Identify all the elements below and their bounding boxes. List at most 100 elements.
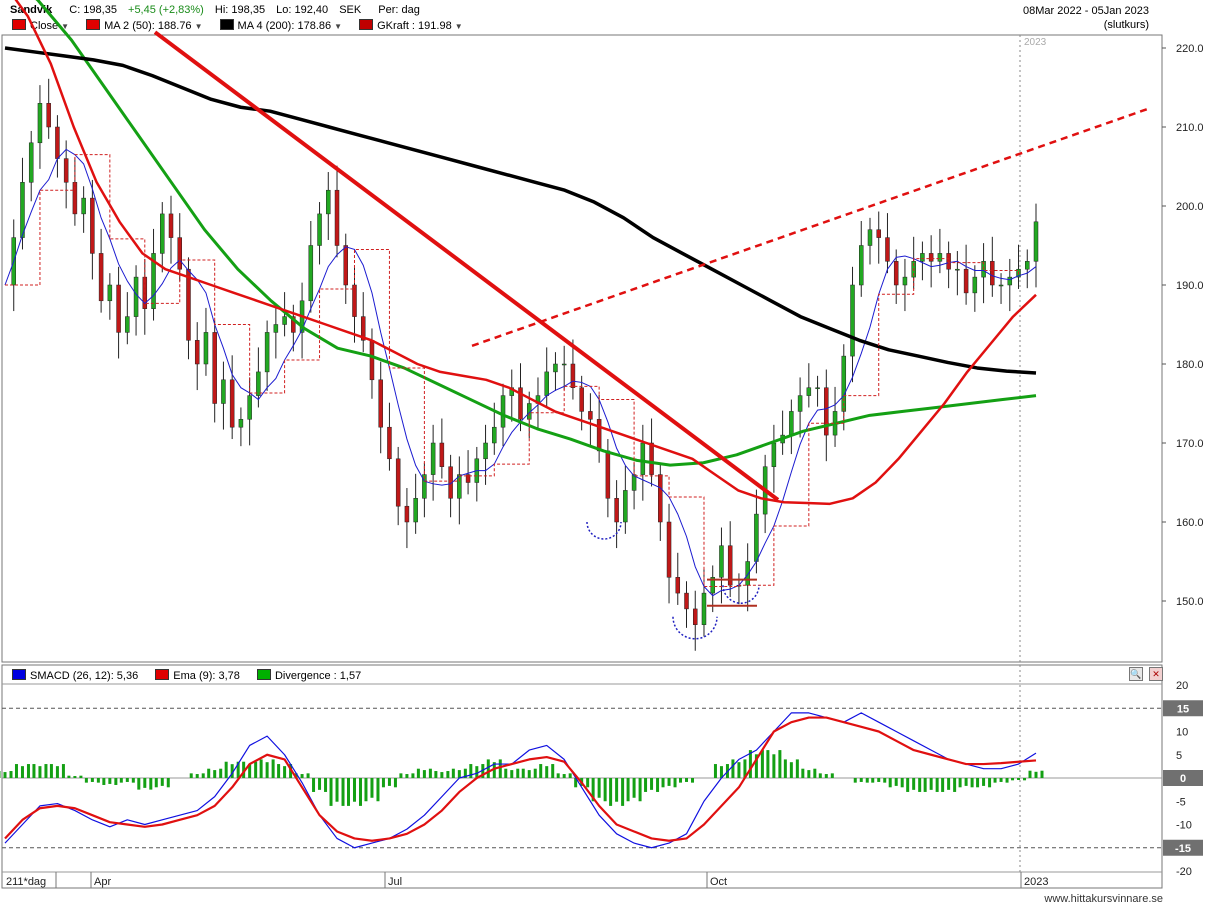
- divergence-bar: [807, 770, 811, 778]
- candle-body: [1025, 261, 1030, 270]
- date-range: 08Mar 2022 - 05Jan 2023: [1023, 5, 1149, 17]
- candle-body: [675, 577, 681, 594]
- candle-body: [806, 387, 812, 396]
- candle-body: [343, 245, 349, 286]
- candle-body: [291, 316, 296, 333]
- divergence-bar: [44, 764, 48, 778]
- period: Per: dag: [378, 4, 420, 16]
- divergence-bar: [207, 768, 211, 778]
- indicator-axis-label: 10: [1176, 727, 1188, 739]
- chevron-down-icon[interactable]: ▼: [454, 22, 463, 31]
- price-axis-label: 160.0: [1176, 517, 1204, 529]
- divergence-bar: [1034, 771, 1038, 778]
- divergence-bar: [189, 773, 193, 778]
- divergence-bar: [469, 764, 473, 778]
- downtrend-line: [153, 30, 780, 502]
- date-range-block: 08Mar 2022 - 05Jan 2023 (slutkurs): [1023, 4, 1149, 32]
- close-icon[interactable]: ✕: [1149, 667, 1164, 681]
- divergence-bar: [79, 775, 83, 778]
- candle-body: [500, 395, 506, 428]
- divergence-bar: [795, 759, 799, 778]
- candle-body: [125, 316, 130, 333]
- candle-body: [116, 284, 121, 333]
- legend-divergence[interactable]: Divergence : 1,57: [256, 669, 361, 682]
- divergence-bar: [492, 762, 496, 778]
- legend-swatch: [359, 19, 374, 30]
- pattern-arc: [722, 585, 760, 604]
- chevron-down-icon[interactable]: ▼: [194, 22, 203, 31]
- divergence-bar: [108, 778, 112, 784]
- divergence-bar: [14, 764, 18, 778]
- legend-ma200[interactable]: MA 4 (200): 178.86 ▼: [219, 19, 343, 32]
- legend-ma200-label: MA 4 (200): 178.86: [237, 20, 332, 32]
- footer-url[interactable]: www.hittakursvinnare.se: [1044, 893, 1163, 905]
- divergence-bar: [918, 778, 922, 792]
- chart-header: Sandvik C: 198,35 +5,45 (+2,83%) Hi: 198…: [0, 0, 1207, 34]
- divergence-bar: [737, 762, 741, 778]
- low-price: Lo: 192,40: [276, 4, 329, 16]
- candle-body: [797, 395, 803, 412]
- divergence-bar: [312, 778, 316, 792]
- divergence-bar: [976, 778, 980, 788]
- candle-body: [544, 371, 549, 396]
- divergence-bar: [486, 759, 490, 778]
- indicator-legend: SMACD (26, 12): 5,36 Ema (9): 3,78 Diver…: [12, 669, 375, 682]
- divergence-bar: [510, 770, 514, 778]
- candle-body: [326, 189, 331, 215]
- divergence-bar: [644, 778, 648, 792]
- candle-body: [745, 561, 750, 586]
- candle-body: [561, 363, 567, 366]
- divergence-bar: [236, 761, 240, 778]
- divergence-bar: [964, 778, 968, 786]
- legend-gkraft[interactable]: GKraft : 191.98 ▼: [359, 19, 463, 32]
- candle-body: [352, 284, 357, 317]
- legend-smacd[interactable]: SMACD (26, 12): 5,36: [12, 669, 138, 682]
- divergence-bar: [929, 778, 933, 790]
- divergence-bar: [0, 771, 1, 778]
- legend-smacd-label: SMACD (26, 12): 5,36: [30, 670, 139, 682]
- divergence-bar: [143, 778, 147, 788]
- candle-body: [465, 474, 471, 483]
- divergence-bar: [859, 778, 863, 782]
- candle-body: [893, 261, 899, 286]
- candle-body: [247, 395, 252, 420]
- magnify-icon[interactable]: 🔍: [1129, 667, 1143, 681]
- candle-body: [588, 411, 593, 420]
- chevron-down-icon[interactable]: ▼: [61, 22, 70, 31]
- divergence-bar: [96, 778, 100, 783]
- divergence-bar: [416, 768, 420, 778]
- pattern-arc: [672, 616, 718, 640]
- close-price: C: 198,35: [69, 4, 117, 16]
- price-axis-label: 170.0: [1176, 438, 1204, 450]
- price-axis-label: 190.0: [1176, 280, 1204, 292]
- legend-swatch: [86, 19, 101, 30]
- candle-body: [308, 245, 314, 302]
- divergence-bar: [428, 768, 432, 778]
- candle-body: [282, 316, 287, 325]
- candle-body: [55, 126, 60, 159]
- divergence-bar: [358, 778, 362, 806]
- candle-body: [841, 355, 847, 412]
- divergence-bar: [685, 778, 689, 782]
- divergence-bar: [783, 759, 787, 778]
- divergence-bar: [84, 778, 88, 783]
- divergence-bar: [411, 773, 415, 778]
- divergence-bar: [650, 778, 654, 790]
- candle-body: [256, 371, 261, 396]
- candle-body: [850, 284, 855, 357]
- divergence-bar: [55, 766, 59, 778]
- divergence-bar: [230, 764, 234, 778]
- divergence-bar: [865, 778, 869, 783]
- legend-close[interactable]: Close ▼: [12, 19, 69, 32]
- divergence-bar: [900, 778, 904, 788]
- chevron-down-icon[interactable]: ▼: [334, 22, 343, 31]
- divergence-bar: [341, 778, 345, 806]
- divergence-bar: [90, 778, 94, 782]
- candle-body: [378, 379, 383, 428]
- legend-ema[interactable]: Ema (9): 3,78: [155, 669, 240, 682]
- legend-ma50[interactable]: MA 2 (50): 188.76 ▼: [86, 19, 202, 32]
- divergence-bar: [49, 764, 53, 778]
- candle-body: [107, 284, 113, 302]
- divergence-bar: [20, 766, 24, 778]
